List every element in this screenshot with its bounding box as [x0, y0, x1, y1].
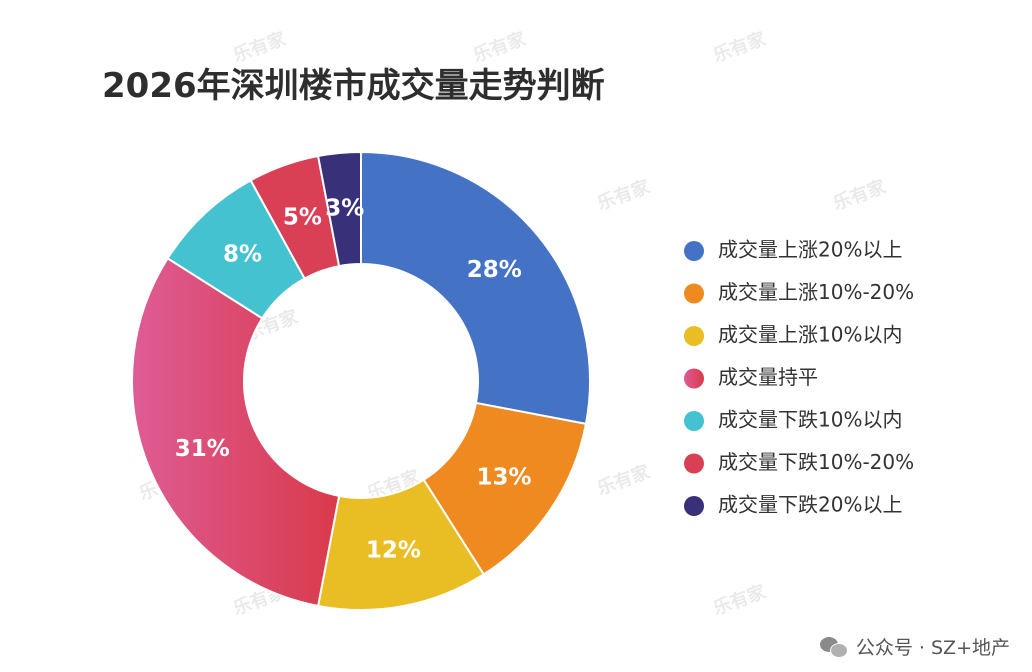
slice-label-1: 28%	[467, 257, 522, 283]
watermark-3: 乐有家	[710, 27, 769, 66]
legend-label-7: 成交量下跌20%以上	[718, 493, 902, 517]
legend-swatch-6	[684, 453, 704, 474]
footer-text: 公众号 · SZ+地产	[855, 637, 1010, 659]
watermark-4: 乐有家	[594, 175, 653, 214]
legend-label-5: 成交量下跌10%以内	[718, 408, 902, 432]
slice-label-4: 31%	[175, 436, 230, 462]
legend-label-4: 成交量持平	[718, 365, 818, 389]
legend-label-6: 成交量下跌10%-20%	[718, 450, 914, 474]
legend-swatch-2	[684, 283, 704, 304]
slice-label-5: 8%	[223, 241, 262, 267]
slice-1	[360, 150, 591, 426]
watermark-2: 乐有家	[470, 27, 529, 66]
donut-slices	[131, 150, 591, 611]
legend-label-3: 成交量上涨10%以内	[718, 323, 902, 347]
slice-4	[131, 256, 341, 608]
watermark-1: 乐有家	[230, 27, 289, 66]
legend-swatch-7	[684, 496, 704, 516]
legend-label-2: 成交量上涨10%-20%	[718, 280, 914, 304]
slice-label-3: 12%	[366, 537, 421, 563]
slice-label-2: 13%	[477, 465, 532, 491]
slice-7	[316, 150, 362, 268]
legend-swatch-3	[684, 326, 704, 346]
wechat-icon	[819, 636, 848, 658]
footer-credit: 公众号 · SZ+地产	[819, 633, 1010, 660]
slice-labels: 28% 13% 12% 31% 8% 5% 3%	[175, 195, 532, 563]
watermark-12: 乐有家	[710, 580, 769, 619]
watermark-5: 乐有家	[830, 175, 889, 214]
slice-label-7: 3%	[325, 195, 364, 221]
legend-label-1: 成交量上涨20%以上	[718, 238, 902, 262]
legend-swatch-1	[684, 241, 704, 261]
legend-swatch-5	[684, 411, 704, 431]
chart-title: 2026年深圳楼市成交量走势判断	[102, 66, 605, 106]
legend-swatch-4	[684, 368, 704, 389]
watermark-10: 乐有家	[594, 460, 653, 499]
slice-label-6: 5%	[283, 205, 322, 231]
